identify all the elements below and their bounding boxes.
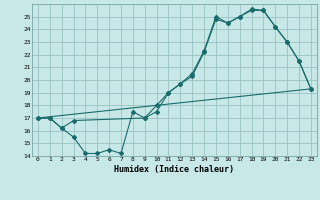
X-axis label: Humidex (Indice chaleur): Humidex (Indice chaleur)	[115, 165, 234, 174]
